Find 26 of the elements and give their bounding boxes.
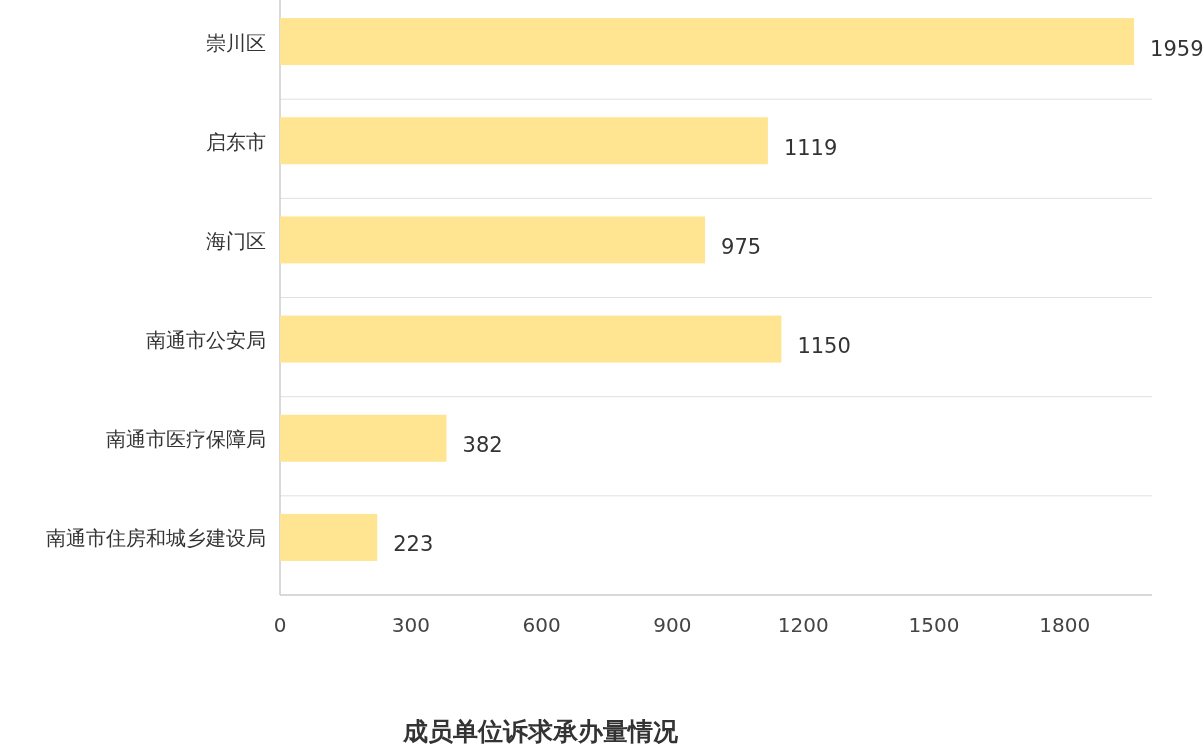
data-label: 1150	[797, 334, 851, 359]
bar	[280, 216, 706, 264]
text: 成员单位诉求承办量情况	[401, 717, 679, 746]
y-tick-label: 启东市	[206, 129, 266, 154]
bar	[280, 18, 1135, 66]
x-tick-label: 900	[653, 613, 692, 637]
x-tick-label: 1200	[777, 613, 829, 637]
bar	[280, 117, 768, 165]
data-label: 1119	[783, 135, 838, 160]
y-tick-label: 南通市公安局	[146, 328, 266, 353]
bar	[280, 513, 378, 561]
data-label: 975	[721, 234, 762, 259]
data-label: 223	[393, 532, 434, 557]
x-tick-label: 0	[273, 613, 287, 637]
y-tick-label: 南通市医疗保障局	[106, 427, 266, 452]
bar	[280, 414, 447, 462]
x-tick-label: 1800	[1039, 613, 1091, 637]
bar	[280, 315, 782, 363]
x-tick-label: 1500	[908, 613, 960, 637]
y-tick-label: 海门区	[206, 228, 266, 253]
x-tick-label: 300	[391, 613, 430, 637]
data-label: 382	[462, 433, 503, 458]
y-tick-label: 崇川区	[206, 30, 266, 55]
x-tick-label: 600	[522, 613, 561, 637]
y-tick-label: 南通市住房和城乡建设局	[46, 526, 266, 551]
data-label: 1959	[1150, 36, 1204, 61]
